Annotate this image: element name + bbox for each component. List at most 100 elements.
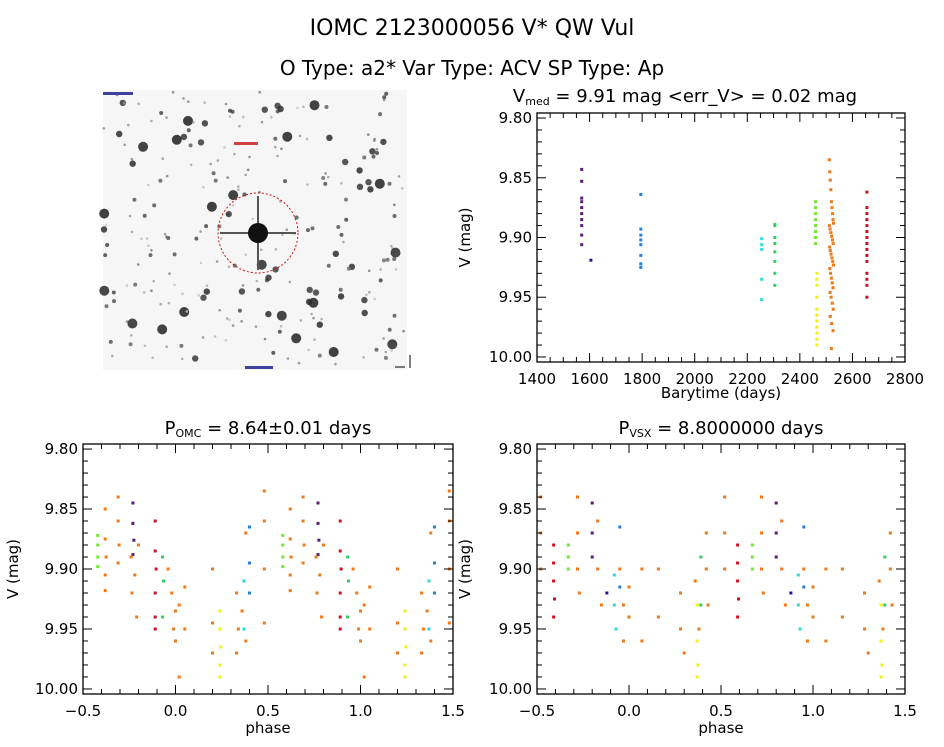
data-point [840,567,844,571]
data-point [316,501,320,505]
data-point [242,627,246,631]
data-point [815,283,819,287]
star [390,247,401,258]
data-point [103,589,107,593]
data-point [750,555,754,559]
star [179,343,184,348]
star [254,325,258,329]
star [369,148,376,155]
data-point [830,301,834,305]
star [356,183,364,190]
data-point [429,639,433,643]
data-point [814,230,818,233]
x-tick-label: −0.5 [65,702,101,720]
star [189,163,193,167]
data-point [133,573,137,577]
data-point [828,267,832,271]
star [328,347,339,357]
data-point [433,561,436,565]
data-point [737,597,740,601]
star [371,154,376,159]
star [256,287,261,292]
data-point [172,627,176,631]
star [237,188,240,191]
plot-frame [536,443,906,695]
data-point [865,236,869,239]
data-point [639,265,643,269]
data-point [552,615,556,619]
data-point [248,591,251,595]
star [274,145,277,149]
data-point [639,227,643,231]
data-point [866,651,870,655]
data-point [802,585,806,589]
data-point [699,555,703,559]
star [339,232,344,237]
data-point [639,233,643,237]
star [122,101,126,105]
x-tick-label: 1.5 [441,702,465,720]
star [344,217,349,222]
star [150,289,153,293]
data-point [814,206,818,210]
data-point [240,609,244,613]
x-axis-label: Barytime (days) [661,384,781,402]
star [187,100,190,103]
star [390,244,393,248]
star [136,263,140,266]
star [238,124,241,128]
data-point [832,263,835,267]
data-point [879,603,883,607]
data-point [242,579,246,583]
data-point [566,567,570,571]
star [382,337,385,340]
data-point [433,591,436,595]
data-point [566,555,570,559]
star [324,105,329,109]
data-point [580,224,584,228]
star [255,279,259,283]
star [387,181,392,186]
data-point [301,519,305,523]
data-point [316,553,320,557]
data-point [828,178,832,182]
data-point [773,259,777,263]
data-point [589,258,593,262]
data-point [362,675,366,679]
star [224,102,228,106]
data-point [103,573,107,577]
data-point [396,621,399,625]
star [165,235,168,238]
star [199,230,202,233]
star [216,159,220,162]
data-point [211,567,214,571]
data-point [153,591,157,595]
star [362,155,367,160]
data-point [580,196,584,200]
data-point [640,567,644,571]
star [282,131,293,142]
data-point [288,573,292,577]
y-tick-label: 9.85 [499,500,532,518]
star [233,152,236,156]
star [265,274,272,281]
data-point [879,675,883,679]
data-point [773,242,777,245]
data-point [736,615,740,619]
data-point [612,573,616,577]
data-point [827,158,831,162]
star [204,224,209,229]
star [103,253,108,258]
star [397,175,401,178]
data-point [425,609,429,613]
star [365,293,368,297]
star [320,317,323,321]
star [151,356,154,360]
x-tick-label: 2400 [781,370,819,388]
star [158,178,163,183]
star [231,324,235,327]
star [259,248,263,252]
omc-phase-plot: −0.5 0.0 0.5 1.0 1.5 9.80 9.85 9.90 9.95 10.00 pha… [4,440,465,737]
star [374,347,379,352]
